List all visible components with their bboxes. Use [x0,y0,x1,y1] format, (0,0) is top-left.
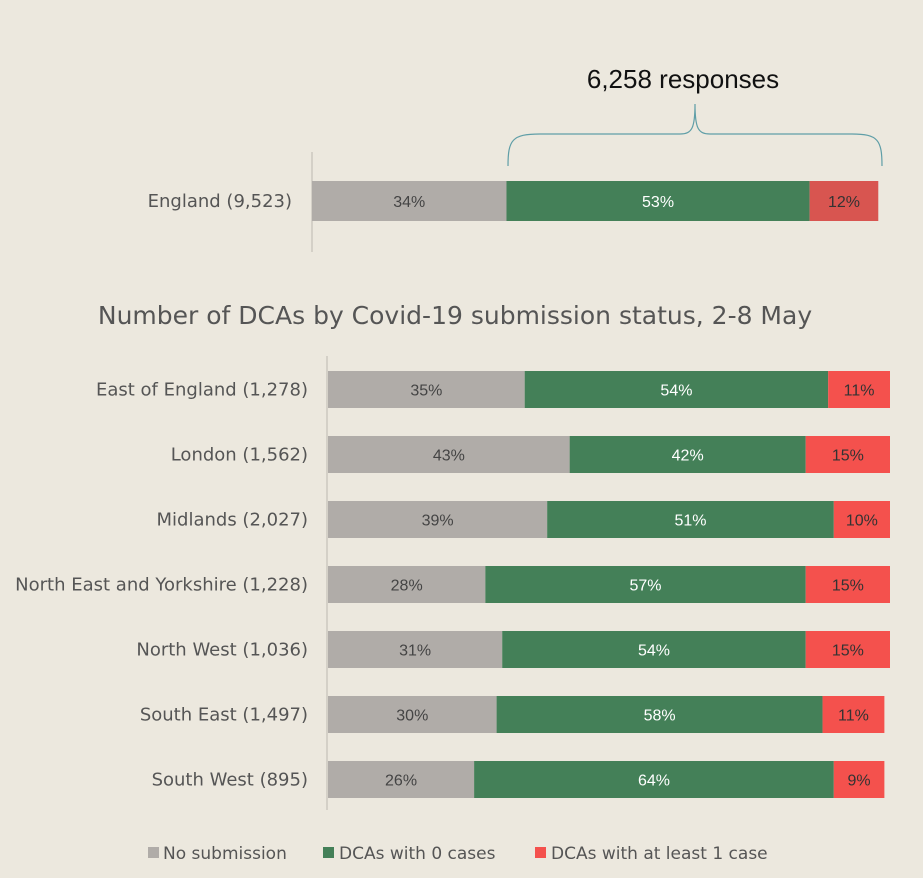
bar-segment-zero-cases [496,696,823,733]
category-label: London (1,562) [171,445,308,466]
bar-segment-at-least-one [828,371,890,408]
regions-bars: East of England (1,278) 35% 54% 11% London (… [15,371,890,798]
data-label: 35% [410,383,442,400]
legend-swatch-no-submission [148,847,159,858]
bar-segment-at-least-one [822,696,885,733]
data-label: 11% [844,383,875,400]
bar-segment-zero-cases [569,436,806,473]
legend-swatch-at-least-one [535,847,546,858]
bar-segment-zero-cases [474,761,834,798]
data-label: 39% [422,513,454,530]
data-label: 43% [433,448,465,465]
legend-swatch-zero-cases [323,847,334,858]
bar-segment-at-least-one [805,436,890,473]
legend-label-at-least-one: DCAs with at least 1 case [551,844,768,864]
data-label: 57% [630,578,662,595]
legend-label-zero-cases: DCAs with 0 cases [339,844,496,864]
bar-segment-at-least-one [833,501,890,538]
bar-segment-zero-cases [506,181,810,221]
bar-segment-no-submission [312,181,507,221]
category-label: England (9,523) [148,191,292,212]
bar-segment-zero-cases [524,371,829,408]
data-label: 15% [832,448,864,465]
data-label: 9% [848,773,871,790]
data-label: 28% [391,578,423,595]
bar-segment-zero-cases [502,631,806,668]
data-label: 26% [385,773,417,790]
chart-title: Number of DCAs by Covid-19 submission st… [98,301,812,330]
responses-brace [507,103,883,167]
england-bars: England (9,523) 34% 53% 12% [148,181,879,221]
legend: No submission DCAs with 0 cases DCAs wit… [148,844,768,864]
data-label: 34% [393,194,425,211]
data-label: 15% [832,643,864,660]
category-label: North West (1,036) [136,640,308,661]
category-label: South West (895) [152,770,308,791]
category-label: South East (1,497) [140,705,308,726]
category-label: East of England (1,278) [96,380,308,401]
data-label: 53% [642,194,674,211]
bar-segment-no-submission [328,436,570,473]
data-label: 15% [832,578,864,595]
bar-segment-no-submission [328,696,497,733]
category-label: Midlands (2,027) [157,510,309,531]
bar-segment-no-submission [328,371,525,408]
data-label: 31% [399,643,431,660]
data-label: 54% [660,383,692,400]
category-label: North East and Yorkshire (1,228) [15,575,308,596]
data-label: 64% [638,773,670,790]
bar-segment-at-least-one [805,566,890,603]
data-label: 11% [838,708,869,725]
bar-segment-zero-cases [547,501,834,538]
bar-segment-at-least-one [809,181,879,221]
bar-segment-no-submission [328,501,548,538]
data-label: 30% [396,708,428,725]
legend-label-no-submission: No submission [163,844,287,864]
bar-segment-no-submission [328,566,486,603]
data-label: 10% [846,513,878,530]
responses-annotation: 6,258 responses [587,64,779,94]
bar-segment-no-submission [328,761,475,798]
data-label: 42% [672,448,704,465]
bar-segment-at-least-one [833,761,885,798]
bar-segment-zero-cases [485,566,806,603]
data-label: 58% [644,708,676,725]
bar-segment-no-submission [328,631,503,668]
data-label: 12% [828,194,860,211]
bar-segment-at-least-one [805,631,890,668]
data-label: 51% [674,513,706,530]
data-label: 54% [638,643,670,660]
